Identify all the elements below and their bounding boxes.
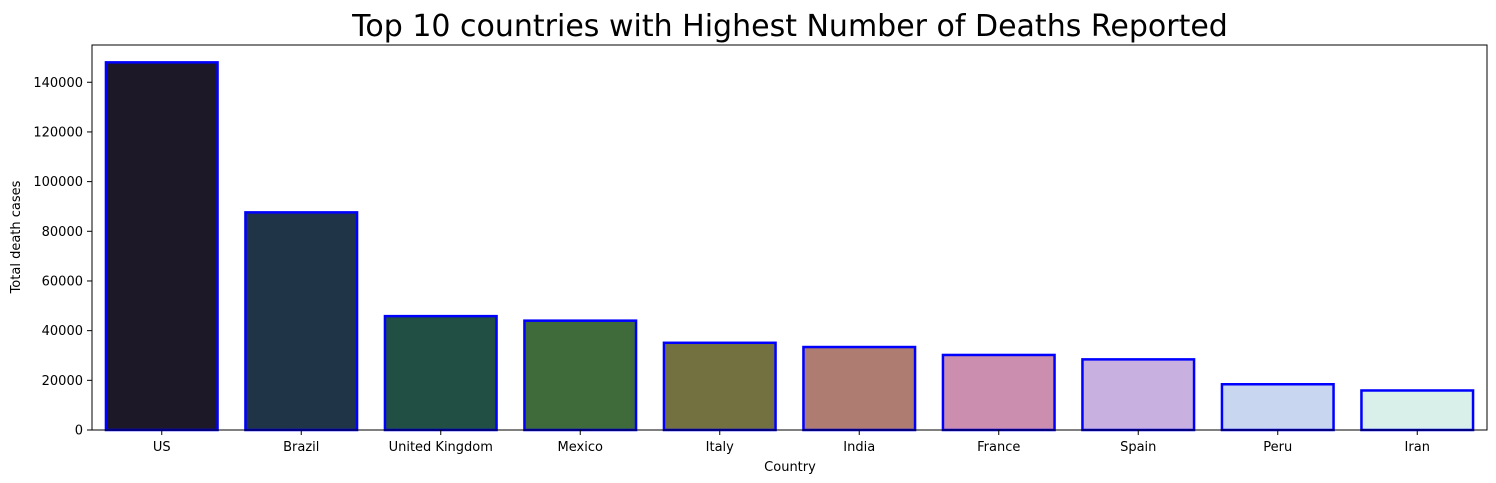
x-tick-label: Mexico	[558, 440, 603, 455]
bar-united-kingdom	[383, 314, 498, 432]
plot-frame	[91, 44, 1488, 431]
bar-mexico	[523, 319, 638, 432]
bar-peru	[1220, 383, 1335, 432]
x-axis-ticks: US Brazil United Kingdom Mexico Italy India Fr…	[153, 430, 1430, 455]
y-tick-label: 80000	[42, 225, 83, 240]
bar-brazil	[244, 211, 359, 432]
x-tick-label: United Kingdom	[389, 440, 493, 455]
bar-us	[104, 61, 219, 432]
x-tick-label: Italy	[706, 440, 735, 455]
bar-spain	[1081, 358, 1196, 432]
y-tick-label: 60000	[42, 274, 83, 289]
bar-india	[802, 345, 917, 432]
x-tick-label: Brazil	[283, 440, 319, 455]
y-tick-label: 40000	[42, 324, 83, 339]
y-tick-label: 120000	[33, 125, 83, 140]
x-tick-label: Iran	[1405, 440, 1430, 455]
bar-france	[941, 353, 1056, 432]
y-axis-label: Total death cases	[9, 180, 24, 294]
x-tick-label: US	[153, 440, 171, 455]
y-tick-label: 100000	[33, 175, 83, 190]
x-tick-label: India	[843, 440, 875, 455]
bar-italy	[662, 341, 777, 432]
x-tick-label: France	[977, 440, 1020, 455]
y-tick-label: 20000	[42, 374, 83, 389]
x-tick-label: Peru	[1263, 440, 1292, 455]
x-tick-label: Spain	[1120, 440, 1156, 455]
y-tick-label: 140000	[33, 76, 83, 91]
x-axis-label: Country	[764, 460, 816, 475]
y-tick-label: 0	[75, 424, 83, 439]
bars-group	[104, 61, 1475, 432]
y-axis-ticks: 0 20000 40000 60000 80000 100000 120000 140000	[33, 76, 92, 439]
chart-title: Top 10 countries with Highest Number of …	[351, 9, 1228, 44]
bar-iran	[1360, 389, 1475, 432]
